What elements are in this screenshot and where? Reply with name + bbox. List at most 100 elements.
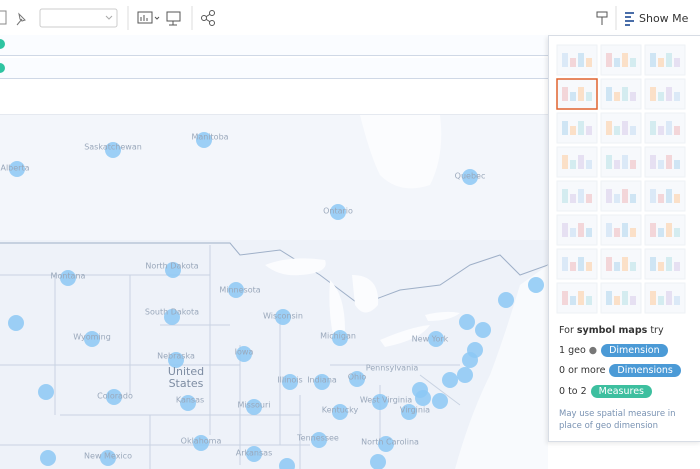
thumb-shape	[650, 121, 656, 135]
thumb-shape	[650, 155, 656, 169]
map-label: Iowa	[234, 347, 254, 357]
thumb-shape	[674, 194, 680, 203]
pin-icon[interactable]	[16, 12, 26, 26]
thumb-shape	[622, 87, 628, 101]
symbol	[275, 309, 291, 325]
symbol	[279, 458, 295, 469]
map-label: Wisconsin	[263, 311, 303, 321]
symbol	[401, 404, 417, 420]
symbol	[196, 132, 212, 148]
symbol	[246, 399, 262, 415]
thumb-shape	[674, 296, 680, 305]
thumb-shape	[570, 92, 576, 101]
thumb-shape	[606, 87, 612, 101]
field-pill: Dimension	[601, 344, 668, 357]
map-label: West Virginia	[359, 395, 413, 405]
show-me-button[interactable]: Show Me	[639, 12, 689, 25]
thumb-shape	[586, 296, 592, 305]
thumb-shape	[650, 223, 656, 237]
dropdown[interactable]	[39, 8, 118, 28]
thumb-shape	[666, 155, 672, 169]
thumb-shape	[650, 189, 656, 203]
thumb-shape	[622, 291, 628, 305]
thumb-shape	[658, 228, 664, 237]
map-label: Arkansas	[235, 448, 273, 458]
thumb-shape	[614, 194, 620, 203]
thumb-shape	[614, 160, 620, 169]
symbol	[40, 450, 56, 466]
thumb-shape	[578, 223, 584, 237]
thumb-shape	[562, 257, 568, 271]
map-label: Ohio	[347, 372, 367, 382]
amount: 1 geo	[559, 345, 586, 356]
hint-chart: symbol maps	[576, 325, 648, 336]
map-label: Pennsylvania	[365, 363, 419, 373]
map-label: New York	[411, 334, 449, 344]
thumb-shape	[658, 126, 664, 135]
thumb-shape	[630, 126, 636, 135]
thumb-shape	[614, 126, 620, 135]
thumb-shape	[630, 228, 636, 237]
thumb-shape	[562, 155, 568, 169]
chart-icon[interactable]	[137, 11, 153, 24]
thumb-shape	[674, 58, 680, 67]
thumb-shape	[578, 155, 584, 169]
symbol	[311, 432, 327, 448]
icon[interactable]	[0, 10, 7, 25]
thumb-shape	[614, 92, 620, 101]
thumb-shape	[570, 228, 576, 237]
map-label: Alberta	[0, 163, 30, 173]
thumb-shape	[578, 291, 584, 305]
thumb-shape	[666, 189, 672, 203]
symbol	[462, 352, 478, 368]
amount: 0 or more	[559, 365, 606, 376]
thumb-shape	[578, 189, 584, 203]
pill[interactable]	[0, 39, 5, 49]
thumb-shape	[674, 228, 680, 237]
share-icon[interactable]	[201, 10, 215, 26]
thumb-shape	[622, 155, 628, 169]
map-label: Wyoming	[73, 332, 111, 342]
map-label: Ontario	[323, 206, 353, 216]
thumb-shape	[614, 58, 620, 67]
symbol	[372, 394, 388, 410]
format-icon[interactable]	[596, 11, 608, 25]
symbol	[370, 454, 386, 469]
thumb-shape	[570, 262, 576, 271]
note: May use spatial measure in place of geo …	[559, 409, 676, 431]
symbol	[330, 204, 346, 220]
symbol	[415, 390, 431, 406]
shelf[interactable]	[0, 35, 548, 56]
thumb-shape	[570, 160, 576, 169]
symbol	[282, 374, 298, 390]
symbol	[332, 330, 348, 346]
thumb-shape	[606, 189, 612, 203]
thumb-shape	[586, 160, 592, 169]
symbol	[228, 282, 244, 298]
thumb-shape	[614, 262, 620, 271]
thumb-shape	[570, 296, 576, 305]
thumb-shape	[630, 296, 636, 305]
hint-prefix: For	[559, 325, 574, 336]
thumb-shape	[658, 58, 664, 67]
symbol	[528, 277, 544, 293]
symbol	[457, 367, 473, 383]
thumb-shape	[614, 228, 620, 237]
thumb-shape	[630, 262, 636, 271]
thumb-shape	[666, 257, 672, 271]
pill[interactable]	[0, 63, 5, 73]
symbol	[378, 436, 394, 452]
map	[0, 115, 548, 469]
map-label: North Carolina	[361, 437, 419, 447]
symbol	[193, 435, 209, 451]
thumb-shape	[606, 223, 612, 237]
thumb-shape	[622, 121, 628, 135]
map-label: United States	[167, 365, 205, 390]
thumb-shape	[622, 257, 628, 271]
map-label: Kentucky	[321, 405, 359, 415]
thumb-shape	[622, 189, 628, 203]
thumb-shape	[578, 53, 584, 67]
shelf[interactable]	[0, 58, 548, 79]
map-label: Illinois	[277, 375, 303, 385]
